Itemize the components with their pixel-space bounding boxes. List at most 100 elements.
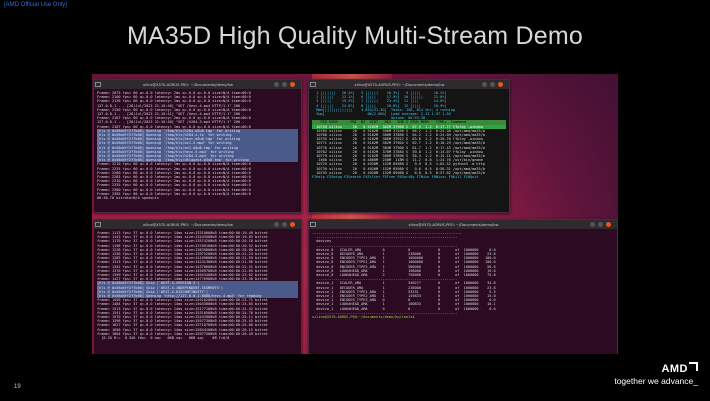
terminal-line: 00:38.76 bitrate=N/A speed=1x [97,196,159,201]
terminal-line: frame= 1541 fps= 37 q=-0.0 latency= 14ms… [97,310,268,315]
amd-branding: AMD together we advance_ [614,362,698,386]
terminal-line: frame= 1627 fps= 37 q=-0.0 latency= 14ms… [97,323,268,328]
terminal-line: 127.0.0.1 - - [26/Jul/2023 21:16:40] "GE… [97,120,245,125]
terminal-window-top-right[interactable]: xilinx@X570-AORUS-PRO: ~/Documents/demo/… [308,79,510,213]
htop-footer[interactable]: F1Help F2Setup F3Search F4Filter F5Tree … [312,175,479,180]
terminal-line: Frame= 2210 fps= 60 q=-0.0 latency= 1ms … [97,162,251,167]
terminal-line: frame= 1285 fps= 37 q=-0.0 latency= 14ms… [97,256,268,261]
terminal-line: device_0 ENCODER_TYPE1_AMA 1 1000000 0 o… [312,256,496,261]
terminal-line: frame= 1484 fps= 37 q=-0.0 latency= 14ms… [97,302,268,307]
terminal-output[interactable]: Frame= 2075 fps= 60 q=-0.0 latency= 2ms … [94,89,301,202]
terminal-line: device_1 ENCODER_TYPE1_AMA 1 53331 0 of … [312,289,496,294]
maximize-icon[interactable] [282,82,287,87]
terminal-line: device_1 LOOKAHEAD_AMA 0 0 0 of 1000000 … [312,306,496,311]
terminal-line: ----------------------------------------… [312,243,458,248]
terminal-line: Frame= 2126 fps= 60 q=-0.0 latency= 1ms … [97,99,251,104]
process-row[interactable]: 10771 xilinx 20 0 5162M 382M 37904 S 62.… [312,141,485,146]
process-row[interactable]: 10749 xilinx 20 0 5162M 382M 37908 S 67.… [312,124,506,129]
terminal-line: Mem[||||||||||||| 4.61G/31.3G] Tasks: 15… [312,107,456,112]
terminal-line: Frame= 2260 fps= 60 q=-0.0 latency= 1ms … [97,170,251,175]
terminal-line: frame= 1198 fps= 37 q=-0.0 latency= 14ms… [97,243,268,248]
minimize-icon[interactable] [482,82,487,87]
process-row[interactable]: 10739 xilinx 20 0 4920M 152M 65980 S 9.6… [312,166,485,171]
terminal-line: frame= 1313 fps= 37 q=-0.0 latency= 14ms… [97,260,268,265]
terminal-line: Frame= 2285 fps= 60 q=-0.0 latency= 1ms … [97,175,251,180]
terminal-line: frame= 1513 fps= 37 q=-0.0 latency= 14ms… [97,306,268,311]
window-title: xilinx@X570-AORUS-PRO: ~/Documents/demo/… [143,222,233,227]
process-row[interactable]: 10779 xilinx 20 0 5162M 380M 37896 S 58.… [312,154,485,159]
minimize-icon[interactable] [274,82,279,87]
terminal-line: frame= 1570 fps= 37 q=-0.0 latency= 14ms… [97,315,268,320]
process-row[interactable]: 2460 xilinx 20 0 4866M 258M 118M S 11.2 … [312,158,483,163]
terminal-line: frame= 1142 fps= 37 q=-0.0 latency= 14ms… [97,235,268,240]
terminal-line: device_0 ENCODER_TYPE2_AMA 1 1000000 0 o… [312,260,496,265]
terminal-line: ----------------------------------------… [312,231,462,235]
minimize-icon[interactable] [274,222,279,227]
window-titlebar[interactable]: xilinx@X570-AORUS-PRO: ~/Documents/demo/… [309,220,617,229]
terminal-line: 3 [|||| 19.5%] 7 [||||| 23.4%] 11 [||| 1… [312,99,447,104]
terminal-line: Frame= 2187 fps= 60 q=-0.0 latency= 1ms … [97,124,251,129]
terminal-line: device_1 ENCODER_TYPE3_AMA 0 0 0 of 1000… [312,298,496,303]
maximize-icon[interactable] [598,222,603,227]
terminal-line: ----------------------------------------… [312,235,458,240]
terminal-window-top-left[interactable]: xilinx@X570-AORUS-PRO: ~/Documents/demo/… [93,79,302,213]
terminal-line: device_0 LOOKAHEAD_AMA 1 198000 0 of 100… [312,268,496,273]
window-titlebar[interactable]: xilinx@X570-AORUS-PRO: ~/Documents/demo/… [94,220,301,229]
terminal-line: frame= 1656 fps= 37 q=-0.0 latency= 14ms… [97,327,268,332]
terminal-line: [hls @ 0x56d4ff2f7b00] Opening '/tmp/hls… [97,158,298,163]
terminal-line: Frame= 2075 fps= 60 q=-0.0 latency= 2ms … [97,91,251,95]
device-resource-table[interactable]: ----------------------------------------… [309,229,617,321]
htop-output[interactable]: 1 [|||||| 26.4%] 5 [||||| 20.3%] 9 [||||… [309,89,509,181]
terminal-line: Frame= 2360 fps= 60 q=-0.0 latency= 1ms … [97,187,251,192]
close-icon[interactable] [606,222,611,227]
terminal-line: device_1 SCALER_AMA 1 348277 0 of 100000… [312,281,496,286]
process-row[interactable]: 10776 xilinx 20 0 5162M 384M 37900 S 61.… [312,145,485,150]
amd-logo: AMD [614,362,698,375]
minimize-icon[interactable] [590,222,595,227]
process-row[interactable]: 10765 xilinx 20 0 5162M 396M 37936 S 66.… [312,128,485,133]
window-titlebar[interactable]: xilinx@X570-AORUS-PRO: ~/Documents/demo/… [309,80,509,89]
process-row[interactable]: 10745 xilinx 20 0 4920M 152M 65980 S 8.8… [312,170,485,175]
amd-slogan: together we advance_ [614,376,698,386]
process-row[interactable]: 10768 xilinx 20 0 5162M 380M 37880 S 64.… [312,133,485,138]
terminal-line: [hls @ 0x56d4ff2f7b00] Opening '/tmp/hls… [97,141,298,146]
terminal-line: 127.0.0.1 - - [26/Jul/2023 21:16:40] "GE… [97,103,245,108]
close-icon[interactable] [290,222,295,227]
terminal-output[interactable]: frame= 1113 fps= 37 q=-0.0 latency= 14ms… [94,229,301,342]
terminal-window-bottom-right[interactable]: xilinx@X570-AORUS-PRO: ~/Documents/demo/… [308,219,618,354]
terminal-line: Frame= 2235 fps= 60 q=-0.0 latency= 2ms … [97,166,251,171]
maximize-icon[interactable] [490,82,495,87]
terminal-line: device_1 DECODER_AMA 1 238000 0 of 10000… [312,285,496,290]
terminal-line: frame= 1113 fps= 37 q=-0.0 latency= 14ms… [97,231,268,235]
new-tab-icon[interactable] [310,222,316,227]
terminal-line: frame= 1256 fps= 37 q=-0.0 latency= 14ms… [97,252,268,257]
window-titlebar[interactable]: xilinx@X570-AORUS-PRO: ~/Documents/demo/… [94,80,301,89]
new-tab-icon[interactable] [95,222,101,227]
terminal-window-bottom-left[interactable]: xilinx@X570-AORUS-PRO: ~/Documents/demo/… [93,219,302,354]
terminal-line: device_1 ENCODER_TYPE2_AMA 1 149833 0 of… [312,294,496,299]
process-row[interactable]: 10729 xilinx 20 0 4920M 152M 65980 S 9.9… [312,162,485,167]
terminal-line: [hls @ 0x56d4ff2f7b00] Opening '/tmp/hls… [97,128,298,134]
window-title: xilinx@X570-AORUS-PRO: ~/Documents/demo/… [143,82,233,87]
maximize-icon[interactable] [282,222,287,227]
process-row[interactable]: 10755 xilinx 20 0 5162M 386M 37912 S 63.… [312,137,483,142]
terminal-line: device_0 DECODER_AMA 1 238000 0 of 10000… [312,252,496,257]
terminal-line: [hls @ 0x56d4ff2f7b00] Opening '/tmp/hls… [97,149,298,155]
close-icon[interactable] [498,82,503,87]
terminal-line: [hls @ 0x56d4ff2f7b00] Skip ('#EXT-X-DIS… [97,289,298,295]
terminal-line: ----------------------------------------… [312,310,458,315]
terminal-line: frame= 1342 fps= 37 q=-0.0 latency= 14ms… [97,264,268,269]
terminal-line: [0.3G M:= 0.340 fds= 0 aq= 0KB vq= 0KB s… [97,336,230,341]
window-title: xilinx@X570-AORUS-PRO: ~/Documents/demo/… [354,82,445,87]
terminal-line: 127.0.0.1 - - [26/Jul/2023 21:16:41] "GE… [97,112,245,117]
terminal-line: ----------------------------------------… [312,277,458,282]
amd-arrow-icon [689,362,698,371]
terminal-line: [hls @ 0x56d4ff2f7b00] Opening '/tmp/hls… [97,137,298,142]
new-tab-icon[interactable] [310,82,316,87]
htop-header: PID USER PRI NI VIRT RES SHR S CPU% MEM%… [312,120,506,125]
new-tab-icon[interactable] [95,82,101,87]
process-row[interactable]: 10762 xilinx 20 0 5162M 378M 37884 S 59.… [312,149,483,154]
terminal-line: 2 [||||| 22.1%] 6 [|||| 17.9%] 10 [|||||… [312,95,447,100]
close-icon[interactable] [290,82,295,87]
terminal-line: frame= 1170 fps= 37 q=-0.0 latency= 14ms… [97,239,268,244]
